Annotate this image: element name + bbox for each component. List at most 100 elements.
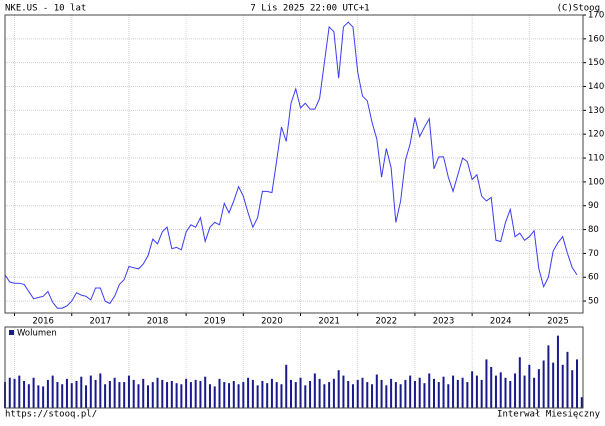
- volume-bar: [533, 377, 536, 408]
- volume-bar: [61, 384, 64, 408]
- volume-bar: [228, 383, 231, 408]
- volume-bar: [580, 397, 583, 408]
- legend-swatch: [9, 330, 14, 335]
- volume-bar: [280, 384, 283, 408]
- volume-bar: [32, 377, 35, 408]
- volume-bar: [390, 378, 393, 408]
- volume-bar: [256, 385, 259, 408]
- volume-bar: [499, 372, 502, 408]
- volume-bar: [332, 378, 335, 408]
- x-tick-label: 2019: [204, 317, 226, 327]
- volume-bar: [556, 335, 559, 408]
- volume-bar: [361, 377, 364, 408]
- volume-bar: [275, 382, 278, 408]
- copyright: (C)Stooq: [557, 4, 600, 14]
- x-tick-label: 2021: [318, 317, 340, 327]
- volume-bar: [399, 384, 402, 408]
- volume-bar: [418, 377, 421, 408]
- volume-bar: [547, 345, 550, 408]
- legend-label: Wolumen: [17, 329, 57, 339]
- volume-bar: [80, 376, 83, 408]
- volume-bar: [456, 379, 459, 408]
- volume-bar: [151, 382, 154, 408]
- volume-bar: [123, 382, 126, 408]
- volume-bar: [42, 386, 45, 408]
- volume-bar: [170, 381, 173, 408]
- volume-bar: [270, 378, 273, 408]
- volume-bar: [428, 373, 431, 408]
- volume-bar: [132, 379, 135, 408]
- volume-bar: [75, 381, 78, 408]
- volume-bar: [46, 379, 49, 408]
- volume-bar: [461, 377, 464, 408]
- volume-bar: [371, 384, 374, 408]
- volume-bar: [404, 379, 407, 408]
- volume-bar: [266, 383, 269, 408]
- volume-bar: [485, 359, 488, 408]
- volume-bar: [232, 381, 235, 408]
- y-tick-label: 60: [588, 273, 599, 283]
- x-tick-label: 2022: [376, 317, 398, 327]
- symbol: NKE.US - 10 lat: [5, 4, 86, 14]
- volume-bar: [118, 382, 121, 408]
- volume-bar: [127, 375, 130, 408]
- y-tick-label: 160: [588, 34, 604, 44]
- volume-bar: [514, 373, 517, 408]
- y-tick-label: 120: [588, 130, 604, 140]
- volume-bar: [27, 384, 30, 408]
- volume-bar: [99, 373, 102, 408]
- volume-bar: [413, 381, 416, 408]
- x-tick-label: 2017: [90, 317, 112, 327]
- volume-bar: [156, 377, 159, 408]
- volume-bar: [494, 375, 497, 408]
- y-tick-label: 130: [588, 106, 604, 116]
- volume-bar: [347, 381, 350, 408]
- volume-bar: [504, 377, 507, 408]
- volume-bar: [313, 373, 316, 408]
- volume-bar: [23, 381, 26, 408]
- volume-bar: [89, 375, 92, 408]
- volume-bar: [180, 384, 183, 408]
- x-tick-label: 2025: [547, 317, 569, 327]
- volume-bar: [175, 383, 178, 408]
- volume-bar: [323, 384, 326, 408]
- volume-frame: [4, 326, 584, 409]
- volume-bar: [251, 379, 254, 408]
- interval: Interwał Miesięczny: [497, 410, 601, 420]
- volume-bar: [108, 381, 111, 408]
- source: https://stooq.pl/: [5, 410, 97, 420]
- volume-bar: [356, 379, 359, 408]
- volume-bar: [237, 384, 240, 408]
- volume-bar: [442, 376, 445, 408]
- volume-bar: [13, 378, 16, 408]
- volume-bar: [523, 375, 526, 408]
- y-tick-label: 110: [588, 154, 604, 164]
- volume-bar: [328, 382, 331, 408]
- price-frame: [4, 14, 584, 314]
- volume-bar: [242, 382, 245, 408]
- volume-bar: [318, 378, 321, 408]
- volume-bar: [537, 369, 540, 408]
- y-tick-label: 90: [588, 201, 599, 211]
- volume-bar: [385, 385, 388, 408]
- volume-bar: [247, 377, 250, 408]
- price-line: [4, 21, 578, 309]
- volume-bar: [509, 381, 512, 408]
- volume-bar: [8, 377, 11, 408]
- volume-bar: [375, 374, 378, 408]
- y-tick-label: 100: [588, 177, 604, 187]
- volume-bar: [166, 382, 169, 408]
- volume-bar: [185, 378, 188, 408]
- volume-bar: [285, 364, 288, 408]
- volume-bar: [37, 385, 40, 408]
- volume-bar: [51, 375, 54, 408]
- y-tick-label: 50: [588, 297, 599, 307]
- x-tick-label: 2023: [433, 317, 455, 327]
- y-tick-label: 150: [588, 58, 604, 68]
- volume-bar: [213, 386, 216, 408]
- volume-bar: [561, 364, 564, 408]
- volume-bar: [490, 366, 493, 408]
